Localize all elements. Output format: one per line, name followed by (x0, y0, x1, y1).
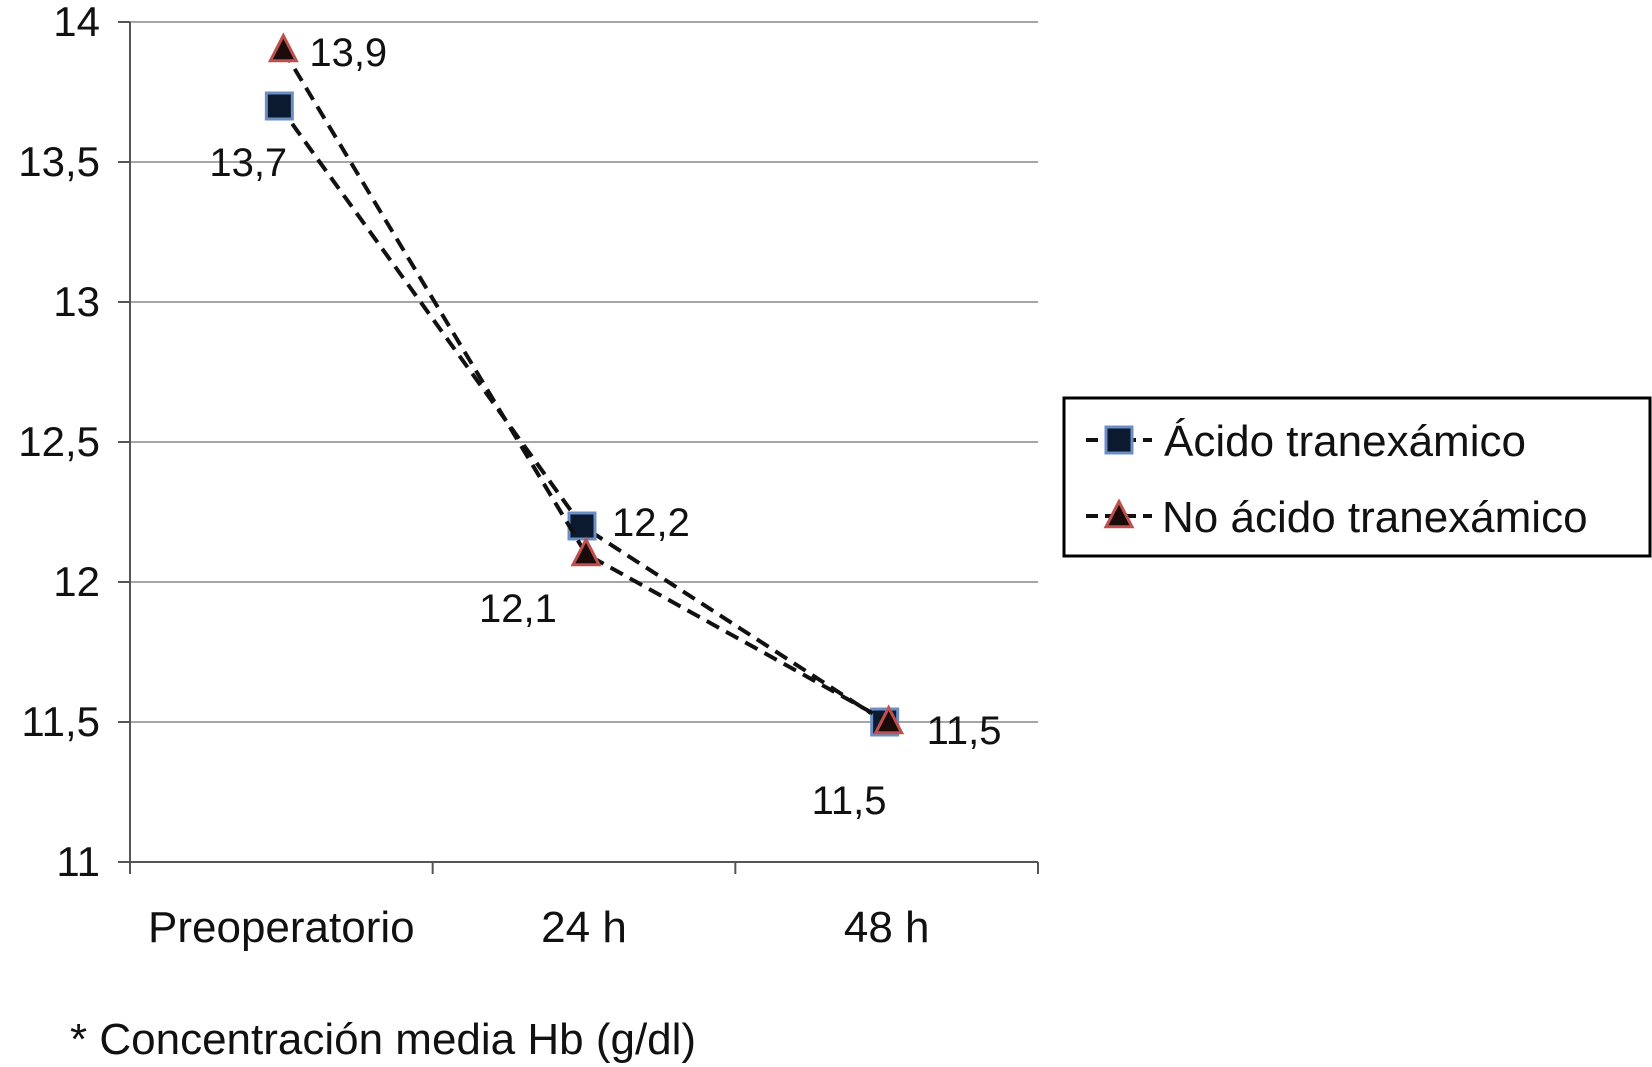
square-marker (567, 511, 597, 541)
series (264, 32, 905, 737)
y-tick-labels: 11 11,5 12 12,5 13 13,5 14 (18, 0, 100, 885)
y-tick-label: 12,5 (18, 418, 100, 465)
series-line (281, 48, 890, 724)
data-label: 12,1 (479, 587, 557, 631)
x-tick-labels: Preoperatorio 24 h 48 h (148, 903, 929, 952)
gridlines (130, 21, 1038, 723)
series-line (277, 104, 886, 724)
square-marker (264, 91, 294, 121)
data-label: 13,7 (209, 141, 287, 185)
data-labels: 13,7 12,2 11,5 13,9 12,1 11,5 (209, 31, 1001, 823)
x-tick-label: Preoperatorio (148, 903, 415, 952)
legend-item: Ácido tranexámico (1086, 417, 1526, 466)
square-marker (1104, 425, 1134, 455)
y-tick-label: 12 (53, 558, 100, 605)
triangle-marker (1103, 498, 1135, 529)
triangle-marker (267, 32, 299, 63)
y-tick-label: 11,5 (21, 698, 100, 745)
series-1 (267, 32, 905, 735)
y-tick-label: 14 (53, 0, 100, 45)
x-tick-label: 24 h (541, 903, 627, 952)
axes (118, 21, 1039, 874)
data-label: 11,5 (927, 709, 1002, 753)
triangle-marker (873, 704, 905, 735)
data-label: 11,5 (812, 779, 887, 823)
legend-item: No ácido tranexámico (1086, 493, 1588, 542)
legend: Ácido tranexámico No ácido tranexámico (1062, 396, 1652, 558)
data-label: 13,9 (309, 31, 387, 75)
legend-label: No ácido tranexámico (1162, 493, 1588, 542)
triangle-marker (570, 536, 602, 567)
legend-label: Ácido tranexámico (1164, 417, 1526, 466)
footnote: * Concentración media Hb (g/dl) (70, 1015, 696, 1064)
x-tick-label: 48 h (844, 903, 930, 952)
y-tick-label: 11 (56, 838, 100, 885)
y-tick-label: 13 (53, 278, 100, 325)
y-tick-label: 13,5 (18, 138, 100, 185)
legend-box (1062, 396, 1652, 558)
data-label: 12,2 (612, 501, 690, 545)
series-0 (264, 91, 900, 737)
